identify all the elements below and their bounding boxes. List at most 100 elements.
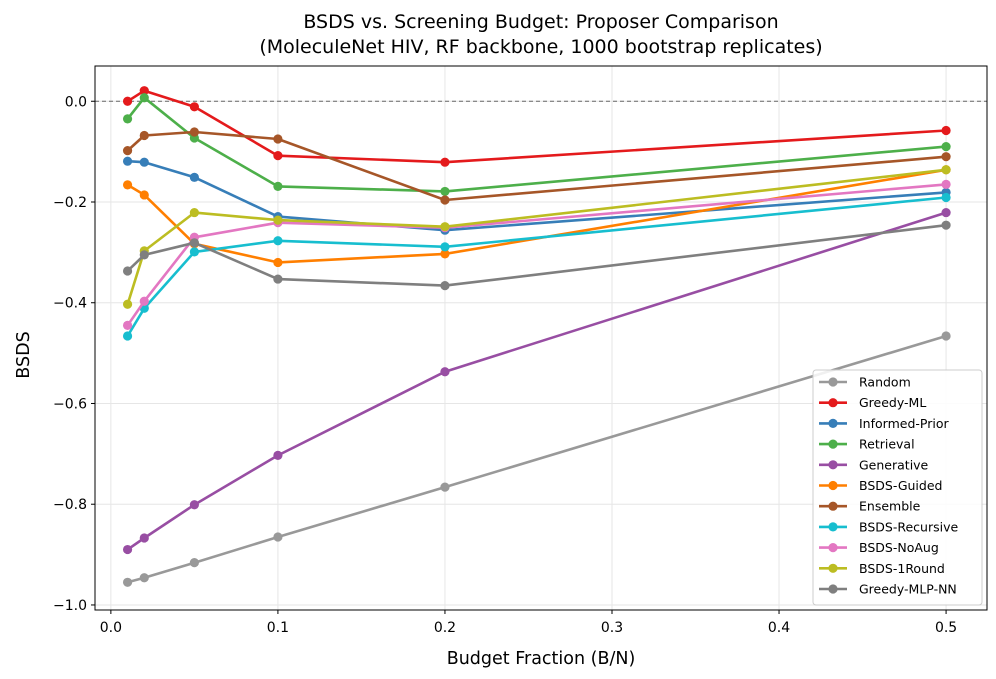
data-point-random — [122, 577, 133, 587]
plot-frame — [94, 65, 988, 611]
legend-label-bsds-noaug: BSDS-NoAug — [859, 540, 939, 555]
series-random — [122, 331, 951, 587]
data-point-ensemble — [440, 195, 450, 205]
x-tick-label: 0.3 — [601, 620, 623, 636]
data-point-generative — [189, 500, 199, 510]
y-tick-label: −0.4 — [53, 296, 87, 312]
legend-swatch-marker-greedy-mlp-nn — [828, 584, 838, 594]
series-ensemble — [122, 127, 951, 205]
series-line-retrieval — [126, 96, 947, 193]
data-point-greedy-mlp-nn — [273, 274, 283, 284]
data-point-bsds-1round — [941, 165, 951, 175]
legend-swatch-marker-ensemble — [828, 501, 838, 511]
x-tick-label: 0.2 — [434, 620, 456, 636]
data-point-ensemble — [139, 130, 149, 141]
data-point-bsds-recursive — [440, 242, 450, 252]
legend-box — [812, 369, 983, 606]
y-tick-label: 0.0 — [65, 94, 87, 110]
x-tick-label: 0.5 — [935, 620, 957, 636]
data-point-bsds-guided — [273, 257, 283, 268]
data-point-informed-prior — [189, 172, 199, 182]
data-point-bsds-1round — [440, 222, 450, 232]
data-point-greedy-ml — [941, 125, 951, 136]
legend-label-random: Random — [859, 375, 911, 390]
y-tick-label: −0.2 — [53, 195, 87, 211]
data-point-ensemble — [122, 146, 133, 156]
data-point-informed-prior — [122, 156, 133, 166]
data-point-retrieval — [122, 114, 133, 124]
data-point-bsds-1round — [122, 299, 133, 309]
series-greedy-ml — [122, 86, 951, 167]
legend-label-retrieval: Retrieval — [859, 437, 915, 452]
legend-label-greedy-ml: Greedy-ML — [859, 395, 926, 410]
legend-label-bsds-guided: BSDS-Guided — [859, 478, 942, 493]
legend-label-bsds-1round: BSDS-1Round — [859, 561, 945, 576]
data-point-greedy-mlp-nn — [122, 266, 133, 276]
legend-swatch-marker-bsds-1round — [828, 563, 838, 573]
data-point-ensemble — [189, 127, 199, 137]
data-point-bsds-recursive — [189, 247, 199, 257]
data-point-retrieval — [440, 186, 450, 197]
data-point-bsds-noaug — [139, 296, 149, 306]
legend-swatch-marker-retrieval — [828, 439, 838, 449]
data-point-bsds-1round — [189, 207, 199, 218]
x-tick-label: 0.4 — [768, 620, 790, 636]
data-point-greedy-mlp-nn — [189, 238, 199, 248]
data-point-random — [189, 558, 199, 568]
data-point-bsds-guided — [440, 249, 450, 259]
legend-label-generative: Generative — [859, 457, 929, 472]
legend-swatch-marker-informed-prior — [828, 418, 838, 428]
legend-swatch-marker-bsds-guided — [828, 480, 838, 491]
data-point-greedy-mlp-nn — [440, 281, 450, 291]
data-point-bsds-guided — [139, 190, 149, 200]
legend-label-informed-prior: Informed-Prior — [859, 416, 949, 431]
series-line-bsds-noaug — [126, 183, 947, 327]
x-axis-label: Budget Fraction (B/N) — [447, 649, 636, 669]
series-layer — [122, 86, 951, 587]
legend-swatch-marker-bsds-recursive — [828, 522, 838, 532]
data-point-greedy-ml — [139, 86, 149, 96]
data-point-generative — [139, 533, 149, 543]
series-generative — [122, 207, 951, 555]
data-point-bsds-noaug — [122, 320, 133, 331]
data-point-greedy-ml — [122, 96, 133, 106]
data-point-random — [440, 482, 450, 492]
legend-swatch-marker-greedy-ml — [828, 398, 838, 408]
series-greedy-mlp-nn — [122, 220, 951, 291]
x-tick-label: 0.0 — [100, 620, 122, 636]
data-point-greedy-ml — [440, 157, 450, 167]
data-point-bsds-noaug — [941, 179, 951, 189]
data-point-generative — [273, 450, 283, 460]
ticks: 0.0 0.1 0.2 0.3 0.4 0.5 0.0 −0.2 −0.4 −0.6 −0.8 −1.… — [53, 94, 957, 636]
data-point-bsds-recursive — [122, 331, 133, 341]
data-point-generative — [440, 367, 450, 377]
data-point-bsds-1round — [273, 215, 283, 225]
series-line-bsds-1round — [126, 168, 947, 305]
y-tick-label: −0.6 — [53, 396, 87, 412]
data-point-random — [941, 331, 951, 341]
data-point-bsds-recursive — [273, 236, 283, 246]
data-point-greedy-mlp-nn — [941, 220, 951, 230]
data-point-retrieval — [139, 93, 149, 103]
data-point-ensemble — [273, 134, 283, 144]
series-line-bsds-recursive — [126, 196, 947, 337]
series-bsds-recursive — [122, 192, 951, 341]
data-point-greedy-mlp-nn — [139, 250, 149, 260]
chart-title: BSDS vs. Screening Budget: Proposer Comp… — [303, 11, 778, 33]
legend-label-ensemble: Ensemble — [859, 499, 921, 514]
data-point-bsds-recursive — [941, 192, 951, 203]
y-tick-label: −1.0 — [53, 598, 87, 614]
series-retrieval — [122, 93, 951, 197]
data-point-greedy-ml — [189, 102, 199, 112]
data-point-ensemble — [941, 152, 951, 162]
chart-subtitle: (MoleculeNet HIV, RF backbone, 1000 boot… — [259, 36, 822, 58]
data-point-generative — [122, 544, 133, 555]
x-tick-label: 0.1 — [267, 620, 289, 636]
data-point-informed-prior — [139, 157, 149, 167]
data-point-generative — [941, 207, 951, 218]
legend: Random Greedy-ML Informed-Prior Retrieval Ge… — [812, 369, 983, 606]
legend-label-bsds-recursive: BSDS-Recursive — [859, 519, 958, 534]
data-point-random — [273, 532, 283, 542]
data-point-random — [139, 573, 149, 583]
